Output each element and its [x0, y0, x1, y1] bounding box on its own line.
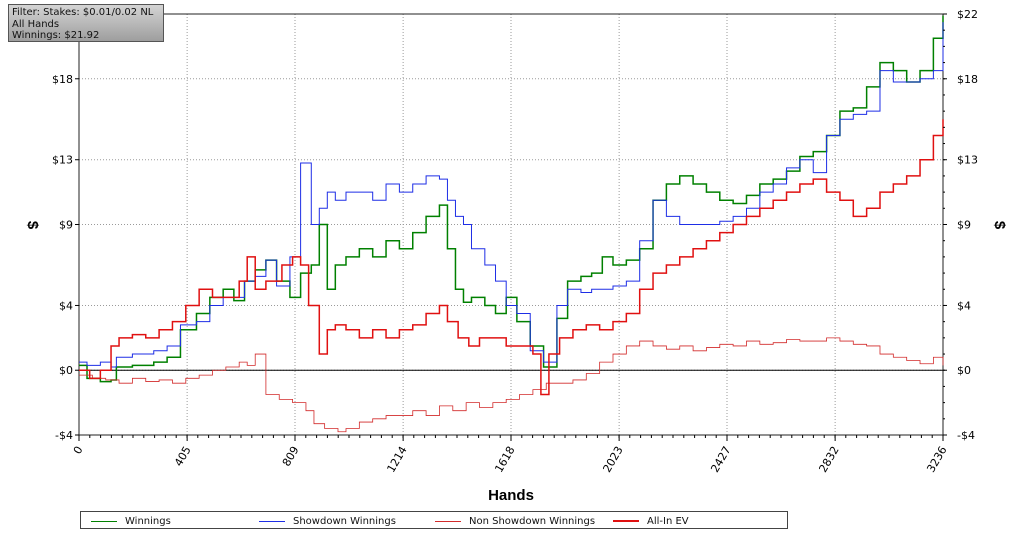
y-axis-label-right: $ [991, 221, 1008, 230]
y-tick-label-right: $22 [957, 8, 978, 21]
legend-item-allin-ev: All-In EV [613, 515, 689, 527]
x-ticks: 0 405 809 1214 1618 2023 2427 2832 3236 [71, 435, 950, 475]
x-tick-label: 2023 [600, 444, 625, 475]
filter-info-box: Filter: Stakes: $0.01/0.02 NL All Hands … [8, 4, 164, 42]
x-axis-label: Hands [488, 487, 534, 504]
legend-swatch [613, 520, 639, 522]
winnings-text: Winnings: $21.92 [12, 30, 100, 41]
x-tick-label: 0 [71, 444, 86, 457]
legend-item-non-showdown: Non Showdown Winnings [435, 515, 595, 527]
y-tick-label-right: $0 [957, 364, 971, 377]
y-tick-label-left: $13 [52, 154, 73, 167]
y-tick-label-right: $13 [957, 154, 978, 167]
x-tick-label: 2832 [816, 444, 841, 475]
x-tick-label: 1618 [492, 444, 517, 475]
y-ticks-left: -$4$0$4$9$13$18$22 [52, 8, 79, 442]
grid [78, 13, 944, 436]
y-tick-label-right: $9 [957, 219, 971, 232]
y-ticks-right: -$4 $0 $4 $9 $13 $18 $22 [943, 8, 978, 442]
legend-label: Winnings [125, 515, 171, 527]
legend-label: Non Showdown Winnings [469, 515, 596, 527]
legend-label: Showdown Winnings [293, 515, 396, 527]
y-tick-label-right: -$4 [957, 429, 975, 442]
legend-item-winnings: Winnings [91, 515, 171, 527]
y-tick-label-left: $4 [59, 299, 73, 312]
legend-swatch [259, 520, 285, 522]
x-tick-label: 1214 [384, 444, 409, 475]
y-tick-label-left: $9 [59, 219, 73, 232]
legend-swatch [435, 520, 461, 522]
x-tick-label: 2427 [708, 444, 733, 475]
filter-text: Filter: Stakes: $0.01/0.02 NL [12, 7, 154, 18]
x-tick-label: 809 [280, 444, 302, 469]
x-tick-label: 405 [172, 444, 194, 469]
legend: Winnings Showdown Winnings Non Showdown … [80, 511, 788, 529]
series-line-non-showdown-winnings [79, 337, 944, 433]
series-line-all-in-ev [79, 119, 944, 396]
legend-swatch [91, 520, 117, 522]
y-tick-label-left: -$4 [55, 429, 73, 442]
legend-label: All-In EV [647, 515, 689, 527]
series-group [79, 15, 944, 433]
x-tick-label: 3236 [924, 444, 949, 475]
y-tick-label-left: $0 [59, 364, 73, 377]
y-tick-label-left: $18 [52, 73, 73, 86]
y-tick-label-right: $18 [957, 73, 978, 86]
legend-item-showdown: Showdown Winnings [259, 515, 396, 527]
y-tick-label-right: $4 [957, 299, 971, 312]
y-axis-label-left: $ [24, 221, 41, 230]
hands-text: All Hands [12, 18, 60, 30]
